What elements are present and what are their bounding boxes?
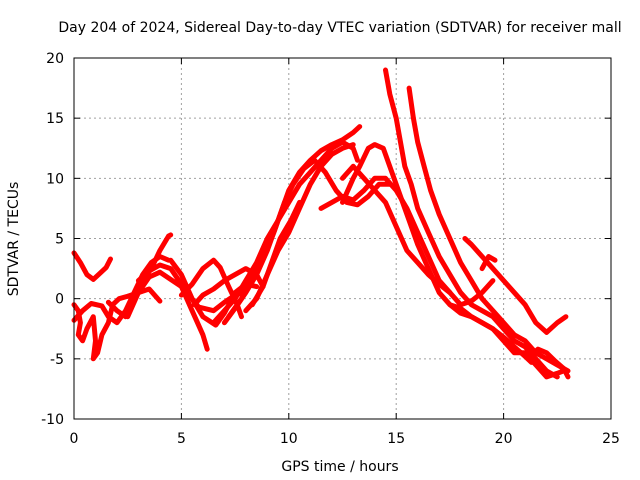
x-axis-label: GPS time / hours xyxy=(281,459,398,475)
x-tick-label: 20 xyxy=(495,431,513,447)
series-line-track-1 xyxy=(71,250,113,282)
y-tick-label: 0 xyxy=(55,292,64,308)
series-line-track-18 xyxy=(383,67,560,380)
series-line-track-21 xyxy=(462,236,569,335)
y-tick-label: 5 xyxy=(55,232,64,248)
x-tick-label: 25 xyxy=(602,431,620,447)
series-line-track-4 xyxy=(105,232,174,320)
series-line-track-14 xyxy=(249,199,302,308)
x-tick-label: 5 xyxy=(177,431,186,447)
series-line-track-19 xyxy=(406,85,571,374)
y-tick-label: 20 xyxy=(46,51,64,67)
series-line-track-23 xyxy=(526,346,571,380)
series-line-track-22 xyxy=(479,254,498,272)
series-line-track-10 xyxy=(211,139,360,326)
y-tick-label: -5 xyxy=(50,352,64,368)
series-line-track-2 xyxy=(71,286,163,362)
series-line-track-5 xyxy=(125,269,210,352)
x-tick-label: 0 xyxy=(70,431,79,447)
y-tick-label: 10 xyxy=(46,171,64,187)
chart-title: Day 204 of 2024, Sidereal Day-to-day VTE… xyxy=(58,20,621,36)
x-tick-label: 10 xyxy=(280,431,298,447)
grid-lines xyxy=(73,57,612,420)
data-series xyxy=(71,67,571,380)
tick-labels: 0 5 10 15 20 25 -10 -5 0 5 10 15 20 xyxy=(41,51,620,447)
series-line-track-12 xyxy=(221,124,363,326)
y-tick-label: -10 xyxy=(41,412,64,428)
series-line-track-20 xyxy=(447,302,534,365)
series-line-track-7 xyxy=(135,262,249,314)
y-tick-label: 15 xyxy=(46,111,64,127)
y-axis-label: SDTVAR / TECUs xyxy=(6,182,22,297)
x-tick-label: 15 xyxy=(387,431,405,447)
plot-frame xyxy=(73,57,612,420)
